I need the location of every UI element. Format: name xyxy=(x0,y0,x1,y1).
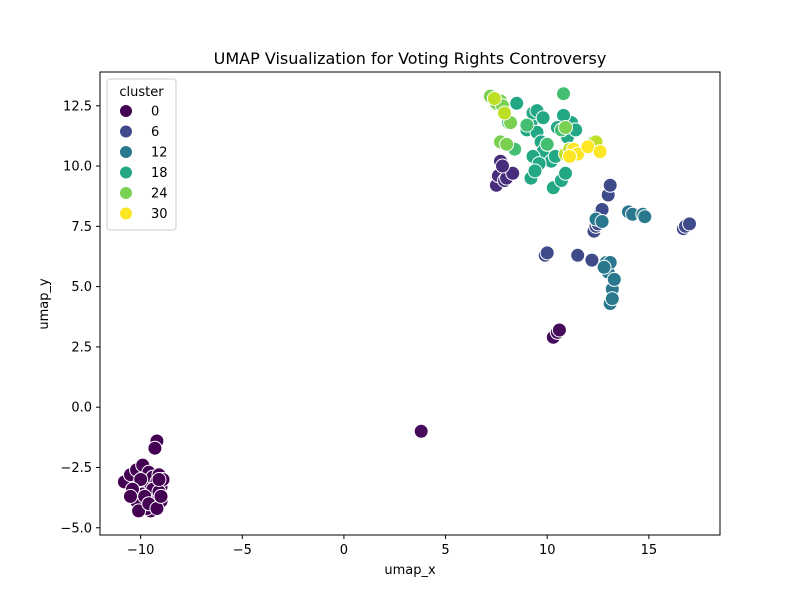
data-point xyxy=(637,209,653,225)
y-tick-label: 7.5 xyxy=(71,220,92,235)
data-point xyxy=(551,322,567,338)
data-point xyxy=(527,163,543,179)
data-point xyxy=(495,158,510,174)
data-point xyxy=(556,86,571,102)
data-points xyxy=(116,86,697,519)
chart-title: UMAP Visualization for Voting Rights Con… xyxy=(214,49,607,68)
y-tick-label: 2.5 xyxy=(71,340,92,355)
data-point xyxy=(558,120,573,135)
y-tick-label: −2.5 xyxy=(60,461,92,476)
x-tick-label: 10 xyxy=(539,543,556,558)
legend-label: 0 xyxy=(151,105,159,120)
data-point xyxy=(602,177,618,193)
legend-label: 18 xyxy=(151,166,168,181)
legend-marker xyxy=(119,104,133,118)
data-point xyxy=(497,105,512,121)
data-point xyxy=(519,117,535,133)
legend-marker xyxy=(119,124,133,139)
legend-marker xyxy=(119,186,133,200)
legend-label: 6 xyxy=(151,125,159,140)
data-point xyxy=(596,259,612,275)
data-point xyxy=(562,148,578,164)
y-tick-label: −5.0 xyxy=(60,521,92,536)
y-tick-label: 5.0 xyxy=(71,280,92,295)
data-point xyxy=(123,488,138,504)
plot-frame xyxy=(99,71,721,536)
data-point xyxy=(505,165,521,181)
y-axis: −5.0 −2.5 0.0 2.5 5.0 7.5 10.0 12.5 xyxy=(60,99,100,536)
legend-marker xyxy=(119,165,133,180)
legend-marker xyxy=(119,206,133,221)
data-point xyxy=(535,110,551,126)
legend-label: 24 xyxy=(151,187,168,202)
data-point xyxy=(151,472,167,487)
data-point xyxy=(131,503,147,519)
data-point xyxy=(509,95,525,111)
x-axis: −10 −5 0 5 10 15 xyxy=(127,535,657,558)
data-point xyxy=(570,247,586,263)
data-point xyxy=(153,488,169,504)
x-tick-label: 15 xyxy=(641,543,658,558)
y-tick-label: 12.5 xyxy=(63,99,92,114)
legend-marker xyxy=(119,145,133,159)
y-axis-label: umap_y xyxy=(37,278,52,330)
data-point xyxy=(499,136,515,152)
data-point xyxy=(539,245,555,261)
x-tick-label: −5 xyxy=(233,543,252,558)
data-point xyxy=(413,423,429,439)
data-point xyxy=(133,472,149,487)
x-axis-label: umap_x xyxy=(384,563,436,578)
legend-title: cluster xyxy=(119,85,164,100)
data-point xyxy=(594,214,610,229)
y-tick-label: 10.0 xyxy=(63,160,92,175)
data-point xyxy=(558,165,573,181)
data-point xyxy=(592,144,608,160)
x-tick-label: −10 xyxy=(127,543,154,558)
legend-label: 12 xyxy=(151,146,168,161)
legend: cluster 0 6 12 18 24 30 xyxy=(106,78,177,231)
data-point xyxy=(539,136,555,152)
x-tick-label: 5 xyxy=(441,543,449,558)
data-point xyxy=(606,271,622,287)
x-tick-label: 0 xyxy=(340,543,348,558)
data-point xyxy=(486,91,502,106)
data-point xyxy=(147,440,163,456)
data-point xyxy=(584,252,600,268)
legend-label: 30 xyxy=(151,207,168,222)
y-tick-label: 0.0 xyxy=(71,401,92,416)
data-point xyxy=(682,216,697,232)
data-point xyxy=(604,291,620,307)
